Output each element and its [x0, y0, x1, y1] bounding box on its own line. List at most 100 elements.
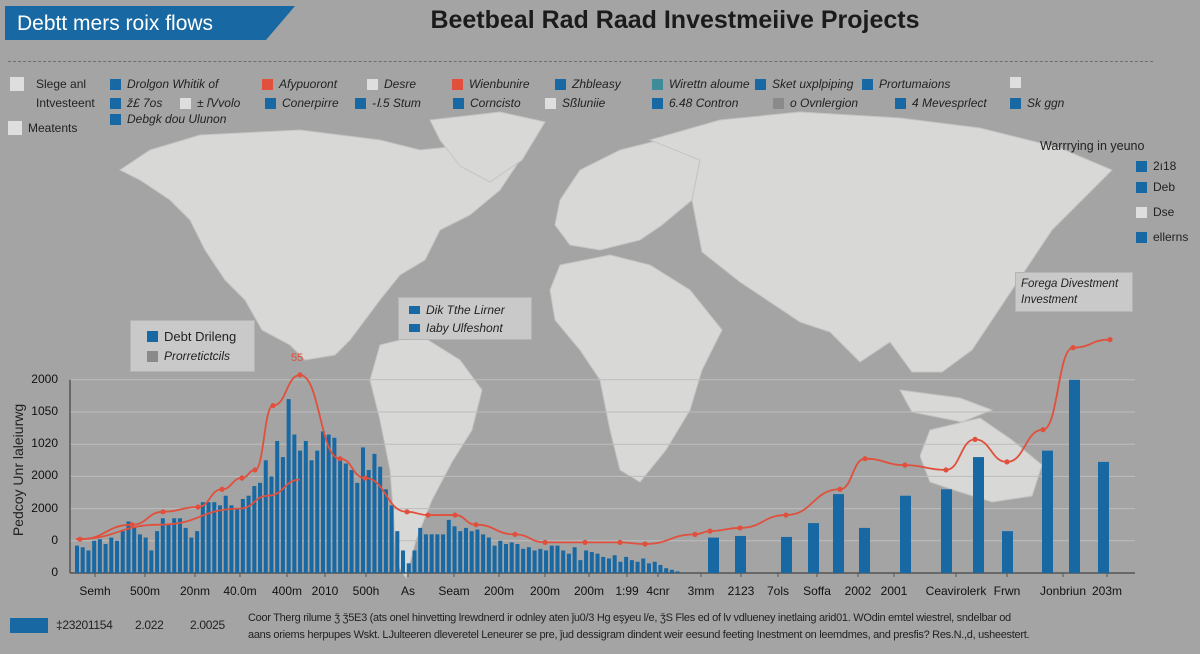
bar [263, 460, 268, 573]
bar [492, 545, 497, 573]
right-legend-item: 2ı18 [1136, 159, 1176, 173]
x-tick-label: As [400, 584, 416, 598]
top-legend-item: Desre [367, 77, 416, 91]
bar [200, 502, 205, 573]
bar [526, 547, 531, 573]
x-tick-label: 400m [271, 584, 303, 598]
y-tick-label: 1020 [31, 436, 58, 451]
x-tick-label: 20nm [179, 584, 211, 598]
x-tick-label: Jonbriun [1039, 584, 1087, 598]
asia [648, 111, 1113, 373]
footer-line-1: Coor Therg rilume ǯ ǯ5E3 (ats onel hinve… [248, 612, 1011, 624]
line-point [512, 531, 518, 537]
divider [8, 61, 1153, 62]
y-tick-label: 2000 [31, 500, 58, 515]
bar [708, 537, 719, 573]
bar [355, 482, 360, 573]
peak-label: 55 [291, 352, 304, 364]
bar [361, 447, 365, 573]
legend-label: Prortumaions [879, 77, 951, 91]
bar [229, 505, 234, 573]
top-legend-item: Sßluniie [545, 96, 605, 110]
north-america [119, 129, 521, 361]
bar [601, 556, 606, 573]
line-point [692, 531, 698, 537]
bar [320, 431, 325, 573]
bar [275, 440, 280, 573]
indonesia [899, 389, 994, 423]
x-tick-label: Ceavirolerk [925, 584, 987, 598]
top-legend-item: ± ľVvolo [180, 96, 240, 110]
line-point [252, 467, 258, 473]
line-point [219, 486, 225, 492]
legend-swatch [8, 121, 22, 135]
bar [566, 553, 571, 573]
bar [509, 542, 514, 573]
legend-label: -Ⅰ.5 Stum [372, 96, 421, 110]
trend-line [79, 338, 1111, 545]
top-legend-item: Sket uxplpiping [755, 77, 853, 91]
bar [486, 537, 491, 573]
bar [532, 550, 537, 573]
line-point [1070, 345, 1076, 351]
top-legend-item: Intvesteent [10, 96, 95, 110]
bar [246, 495, 251, 573]
legend-swatch [180, 97, 191, 109]
bar [618, 561, 623, 573]
bar [555, 545, 560, 573]
bar [177, 518, 182, 573]
bar [561, 550, 566, 573]
bar [808, 523, 819, 573]
bar [183, 527, 188, 573]
bar [195, 531, 200, 573]
top-legend-item: Corncisto [453, 96, 521, 110]
legend-label: ± ľVvolo [197, 96, 241, 110]
legend-swatch [110, 78, 121, 90]
top-legend-item: Drolgon Whitik of [110, 77, 218, 91]
y-axis-title: Pedcoy Unr laleiurwg [10, 403, 26, 537]
legend-label: Sßluniie [562, 96, 606, 110]
chart-legend-box: Debt Drileng Prorretictcils [130, 320, 255, 372]
line-point [707, 528, 713, 534]
bar [589, 552, 594, 573]
bar [578, 560, 583, 573]
x-tick-label: 40.0m [223, 584, 257, 598]
bar [132, 527, 137, 573]
legend-label: Debgk dou Ulunon [127, 112, 227, 126]
bar [504, 544, 508, 573]
line-point [239, 475, 245, 481]
bar [675, 571, 680, 573]
x-tick-label: 7ols [766, 584, 790, 598]
bar [103, 544, 108, 573]
legend-swatch [1136, 181, 1147, 193]
top-legend-item: 4 Mevesprlect [895, 96, 987, 110]
bar [429, 534, 434, 573]
top-legend-item: Afypuoront [262, 77, 337, 91]
top-legend-item: Debgk dou Ulunon [110, 112, 226, 126]
bar [160, 518, 165, 573]
bar [143, 537, 148, 573]
banner-title: Debtt mers roix flows [5, 6, 295, 40]
footer-code: ‡23201154 [56, 618, 113, 632]
europe [554, 139, 701, 251]
bar [155, 531, 160, 573]
map-legend-item: Iaby Ulfeshont [426, 321, 503, 335]
bar [498, 540, 503, 573]
line-point [582, 539, 588, 546]
line-point [297, 372, 303, 378]
bar [383, 489, 388, 573]
bar [206, 502, 211, 573]
legend-swatch [652, 97, 663, 109]
y-tick-label: 2000 [31, 468, 58, 483]
legend-label: Meatents [28, 121, 78, 135]
line-point [1107, 336, 1113, 343]
footer-value-1: 2.022 [135, 618, 164, 632]
legend-label: ž£ 7os [127, 96, 163, 110]
foreign-investment-box: Forega Divestment Investment [1015, 272, 1133, 312]
top-legend-item: 6.48 Contron [652, 96, 738, 110]
legend-swatch [652, 78, 663, 90]
x-tick-label: 2010 [311, 584, 339, 598]
bar [189, 537, 194, 573]
line-point [129, 522, 135, 528]
